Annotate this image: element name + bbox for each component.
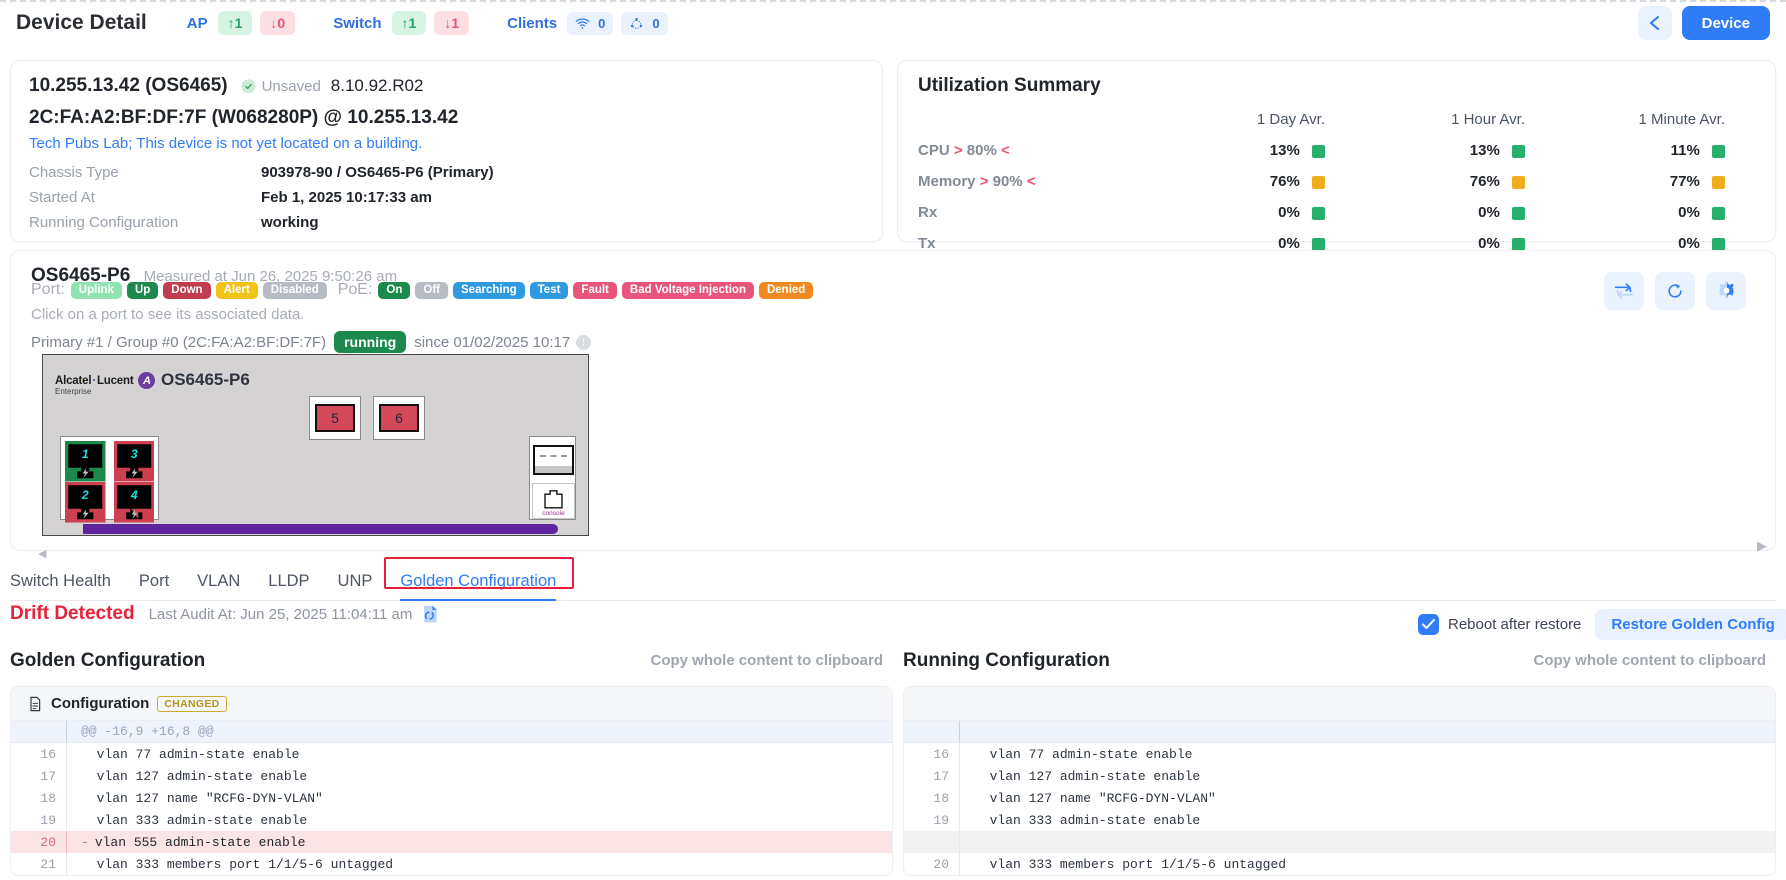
svg-text:2: 2 — [81, 488, 89, 502]
svg-text:4: 4 — [129, 488, 137, 502]
svg-text:3: 3 — [130, 447, 137, 461]
svg-text:1: 1 — [82, 447, 89, 461]
